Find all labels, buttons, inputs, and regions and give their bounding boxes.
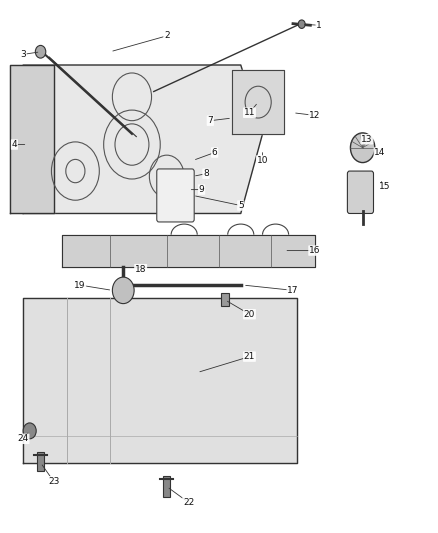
Text: 11: 11 bbox=[244, 108, 255, 117]
FancyBboxPatch shape bbox=[347, 171, 374, 214]
Text: 1: 1 bbox=[316, 21, 322, 30]
Bar bbox=[221, 293, 229, 306]
Polygon shape bbox=[23, 65, 262, 214]
Text: 17: 17 bbox=[287, 286, 299, 295]
Circle shape bbox=[23, 423, 36, 439]
Polygon shape bbox=[23, 298, 297, 463]
Text: 7: 7 bbox=[208, 116, 213, 125]
FancyBboxPatch shape bbox=[157, 169, 194, 222]
Text: 22: 22 bbox=[183, 498, 194, 507]
Circle shape bbox=[350, 133, 375, 163]
Polygon shape bbox=[62, 235, 315, 266]
Text: 19: 19 bbox=[74, 280, 85, 289]
Text: 2: 2 bbox=[164, 31, 170, 41]
Circle shape bbox=[298, 20, 305, 28]
Circle shape bbox=[113, 277, 134, 304]
Polygon shape bbox=[232, 70, 284, 134]
Bar bbox=[163, 476, 170, 497]
Text: 20: 20 bbox=[244, 310, 255, 319]
Bar bbox=[37, 452, 44, 471]
Text: 12: 12 bbox=[309, 111, 321, 120]
Text: 24: 24 bbox=[18, 434, 29, 443]
Text: 9: 9 bbox=[199, 185, 205, 194]
Text: 23: 23 bbox=[48, 477, 59, 486]
Text: 4: 4 bbox=[12, 140, 17, 149]
Text: 3: 3 bbox=[20, 50, 26, 59]
Text: 14: 14 bbox=[374, 148, 386, 157]
Text: 5: 5 bbox=[238, 201, 244, 210]
Polygon shape bbox=[10, 65, 53, 214]
Text: 15: 15 bbox=[378, 182, 390, 191]
Text: 18: 18 bbox=[135, 265, 146, 273]
Text: 10: 10 bbox=[257, 156, 268, 165]
Text: 13: 13 bbox=[361, 135, 373, 144]
Text: 8: 8 bbox=[203, 169, 209, 178]
Circle shape bbox=[35, 45, 46, 58]
Text: 21: 21 bbox=[244, 352, 255, 361]
Text: 6: 6 bbox=[212, 148, 218, 157]
Text: 16: 16 bbox=[309, 246, 321, 255]
